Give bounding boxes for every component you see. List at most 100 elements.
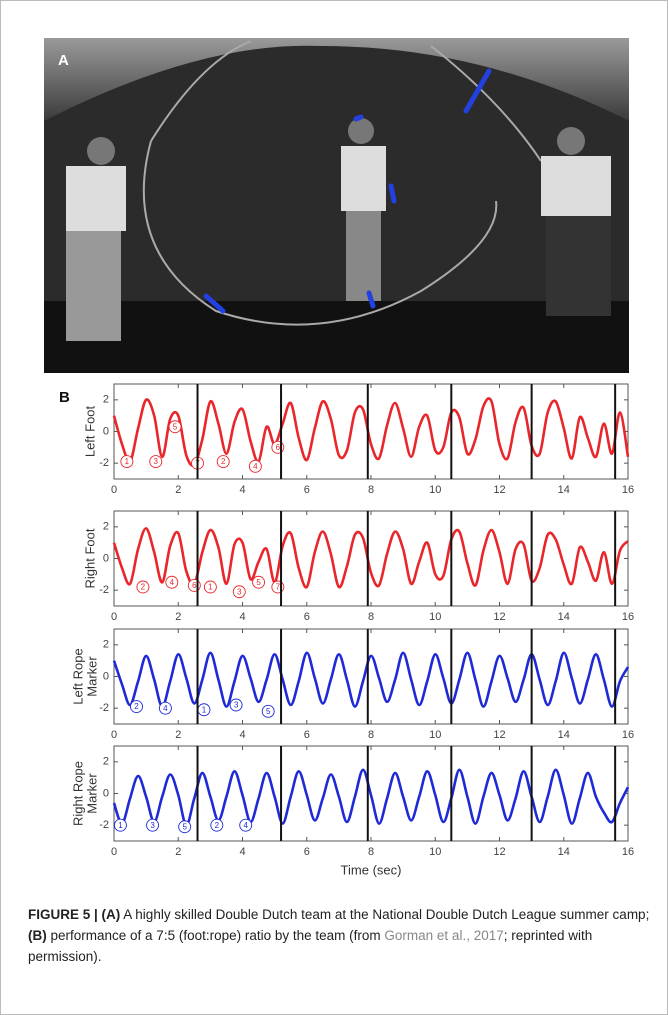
x-tick-label: 12 bbox=[493, 611, 505, 623]
x-tick-label: 8 bbox=[368, 611, 374, 623]
caption-run: performance of a 7:5 (foot:rope) ratio b… bbox=[46, 928, 385, 943]
annotation-label: 1 bbox=[208, 583, 213, 592]
x-tick-label: 14 bbox=[558, 846, 570, 858]
annotation-circle bbox=[216, 455, 230, 469]
y-axis-label: Right Foot bbox=[82, 528, 97, 588]
y-tick-label: 2 bbox=[103, 394, 109, 406]
annotation-circle bbox=[248, 459, 262, 473]
x-tick-label: 12 bbox=[493, 846, 505, 858]
y-tick-label: 0 bbox=[103, 552, 109, 564]
annotation-circle bbox=[165, 575, 179, 589]
annotation-circle bbox=[261, 704, 275, 718]
annotation-circle bbox=[203, 580, 217, 594]
panel-label: A bbox=[58, 52, 69, 69]
annotation-circle bbox=[113, 818, 127, 832]
x-tick-label: 4 bbox=[239, 611, 245, 623]
annotation-label: 1 bbox=[125, 457, 130, 466]
y-axis-label: Right Rope bbox=[70, 761, 85, 826]
y-tick-label: 2 bbox=[103, 639, 109, 651]
x-tick-label: 6 bbox=[304, 484, 310, 496]
x-tick-label: 14 bbox=[558, 484, 570, 496]
x-tick-label: 16 bbox=[622, 846, 634, 858]
caption-run[interactable]: Gorman et al., 2017 bbox=[384, 928, 504, 943]
annotation-label: 7 bbox=[276, 583, 281, 592]
figure: A B -20202468101214161357246Left Foot-20… bbox=[44, 38, 634, 877]
y-tick-label: -2 bbox=[99, 819, 109, 831]
x-tick-label: 2 bbox=[175, 729, 181, 741]
caption-run: ; reprinted with permission). bbox=[28, 928, 593, 964]
x-tick-label: 10 bbox=[429, 729, 441, 741]
y-tick-label: 0 bbox=[103, 670, 109, 682]
annotation-label: 2 bbox=[221, 457, 226, 466]
x-tick-label: 0 bbox=[111, 611, 117, 623]
signal-line bbox=[112, 768, 630, 827]
signal-line bbox=[112, 527, 630, 589]
x-tick-label: 0 bbox=[111, 484, 117, 496]
x-tick-label: 16 bbox=[622, 729, 634, 741]
y-tick-label: 0 bbox=[103, 787, 109, 799]
x-tick-label: 2 bbox=[175, 484, 181, 496]
x-tick-label: 0 bbox=[111, 729, 117, 741]
annotation-circle bbox=[232, 585, 246, 599]
annotation-label: 4 bbox=[163, 704, 168, 713]
x-tick-label: 14 bbox=[558, 611, 570, 623]
annotation-label: 3 bbox=[154, 457, 159, 466]
annotation-circle bbox=[178, 820, 192, 834]
y-tick-label: 2 bbox=[103, 521, 109, 533]
x-tick-label: 2 bbox=[175, 611, 181, 623]
x-tick-label: 10 bbox=[429, 484, 441, 496]
annotation-label: 5 bbox=[173, 422, 178, 431]
x-tick-label: 8 bbox=[368, 729, 374, 741]
y-tick-label: 2 bbox=[103, 756, 109, 768]
x-tick-label: 4 bbox=[239, 484, 245, 496]
annotation-label: 4 bbox=[170, 578, 175, 587]
x-tick-label: 12 bbox=[493, 484, 505, 496]
photo bbox=[44, 38, 629, 373]
x-tick-label: 2 bbox=[175, 846, 181, 858]
x-tick-label: 6 bbox=[304, 611, 310, 623]
figure-caption: FIGURE 5 | (A) A highly skilled Double D… bbox=[28, 904, 653, 967]
annotation-circle bbox=[120, 455, 134, 469]
annotation-label: 6 bbox=[192, 581, 197, 590]
signal-line bbox=[112, 651, 630, 708]
annotation-label: 1 bbox=[202, 705, 207, 714]
annotation-circle bbox=[239, 818, 253, 832]
annotation-label: 4 bbox=[243, 821, 248, 830]
annotation-label: 5 bbox=[182, 822, 187, 831]
plot-frame bbox=[113, 510, 629, 607]
annotation-label: 5 bbox=[256, 578, 261, 587]
x-tick-label: 4 bbox=[239, 846, 245, 858]
x-tick-label: 6 bbox=[304, 729, 310, 741]
x-tick-label: 8 bbox=[368, 846, 374, 858]
x-tick-label: 10 bbox=[429, 611, 441, 623]
x-tick-label: 14 bbox=[558, 729, 570, 741]
annotation-label: 2 bbox=[141, 583, 146, 592]
y-axis-label: Marker bbox=[84, 773, 99, 814]
annotation-label: 5 bbox=[266, 707, 271, 716]
plot-frame bbox=[113, 628, 629, 725]
x-tick-label: 16 bbox=[622, 484, 634, 496]
annotation-circle bbox=[146, 818, 160, 832]
y-axis-label: Left Foot bbox=[82, 405, 97, 457]
y-tick-label: -2 bbox=[99, 584, 109, 596]
caption-run: A highly skilled Double Dutch team at th… bbox=[120, 907, 650, 922]
caption-run: FIGURE 5 | (A) bbox=[28, 907, 121, 922]
y-axis-label: Left Rope bbox=[70, 648, 85, 704]
annotation-label: 2 bbox=[134, 702, 139, 711]
x-tick-label: 16 bbox=[622, 611, 634, 623]
x-axis-label: Time (sec) bbox=[341, 862, 402, 877]
annotation-label: 3 bbox=[150, 821, 155, 830]
x-tick-label: 0 bbox=[111, 846, 117, 858]
annotation-label: 3 bbox=[234, 701, 239, 710]
annotation-circle bbox=[229, 698, 243, 712]
annotation-circle bbox=[210, 818, 224, 832]
y-tick-label: -2 bbox=[99, 457, 109, 469]
x-tick-label: 12 bbox=[493, 729, 505, 741]
annotation-circle bbox=[149, 455, 163, 469]
annotation-label: 2 bbox=[215, 821, 220, 830]
annotation-circle bbox=[168, 420, 182, 434]
panel-label: B bbox=[59, 389, 70, 406]
y-tick-label: 0 bbox=[103, 425, 109, 437]
x-tick-label: 10 bbox=[429, 846, 441, 858]
